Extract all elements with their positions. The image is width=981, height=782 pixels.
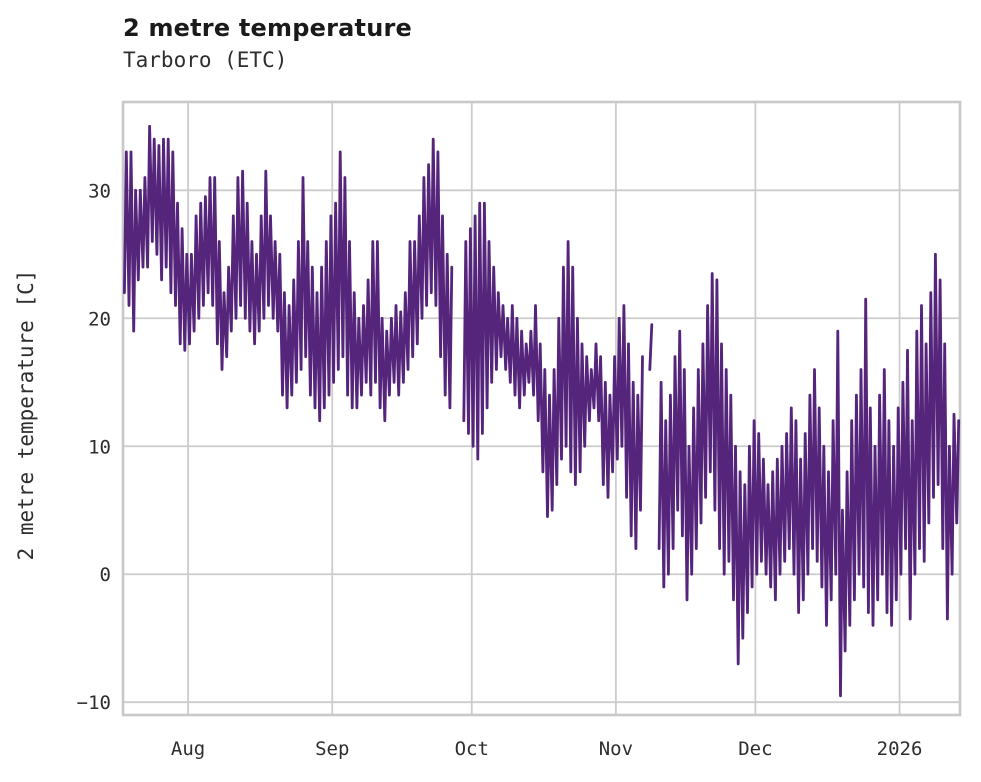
chart-title: 2 metre temperature (123, 14, 412, 42)
y-tick-label: 20 (88, 308, 111, 330)
y-tick-label: −10 (77, 692, 111, 714)
x-tick-label: Sep (315, 738, 349, 760)
x-tick-label: 2026 (877, 738, 923, 760)
temperature-series-line (462, 201, 644, 550)
x-tick-label: Dec (738, 738, 772, 760)
temperature-series-line (657, 252, 961, 698)
plot-border (121, 100, 962, 717)
x-tick-label: Aug (171, 738, 205, 760)
y-tick-label: 0 (100, 564, 111, 586)
y-tick-label: 10 (88, 436, 111, 458)
x-tick-label: Oct (455, 738, 489, 760)
y-tick-label: 30 (88, 180, 111, 202)
temperature-series-line (648, 323, 654, 371)
chart-subtitle: Tarboro (ETC) (123, 48, 288, 72)
temperature-series-line (123, 124, 454, 423)
x-tick-label: Nov (599, 738, 633, 760)
